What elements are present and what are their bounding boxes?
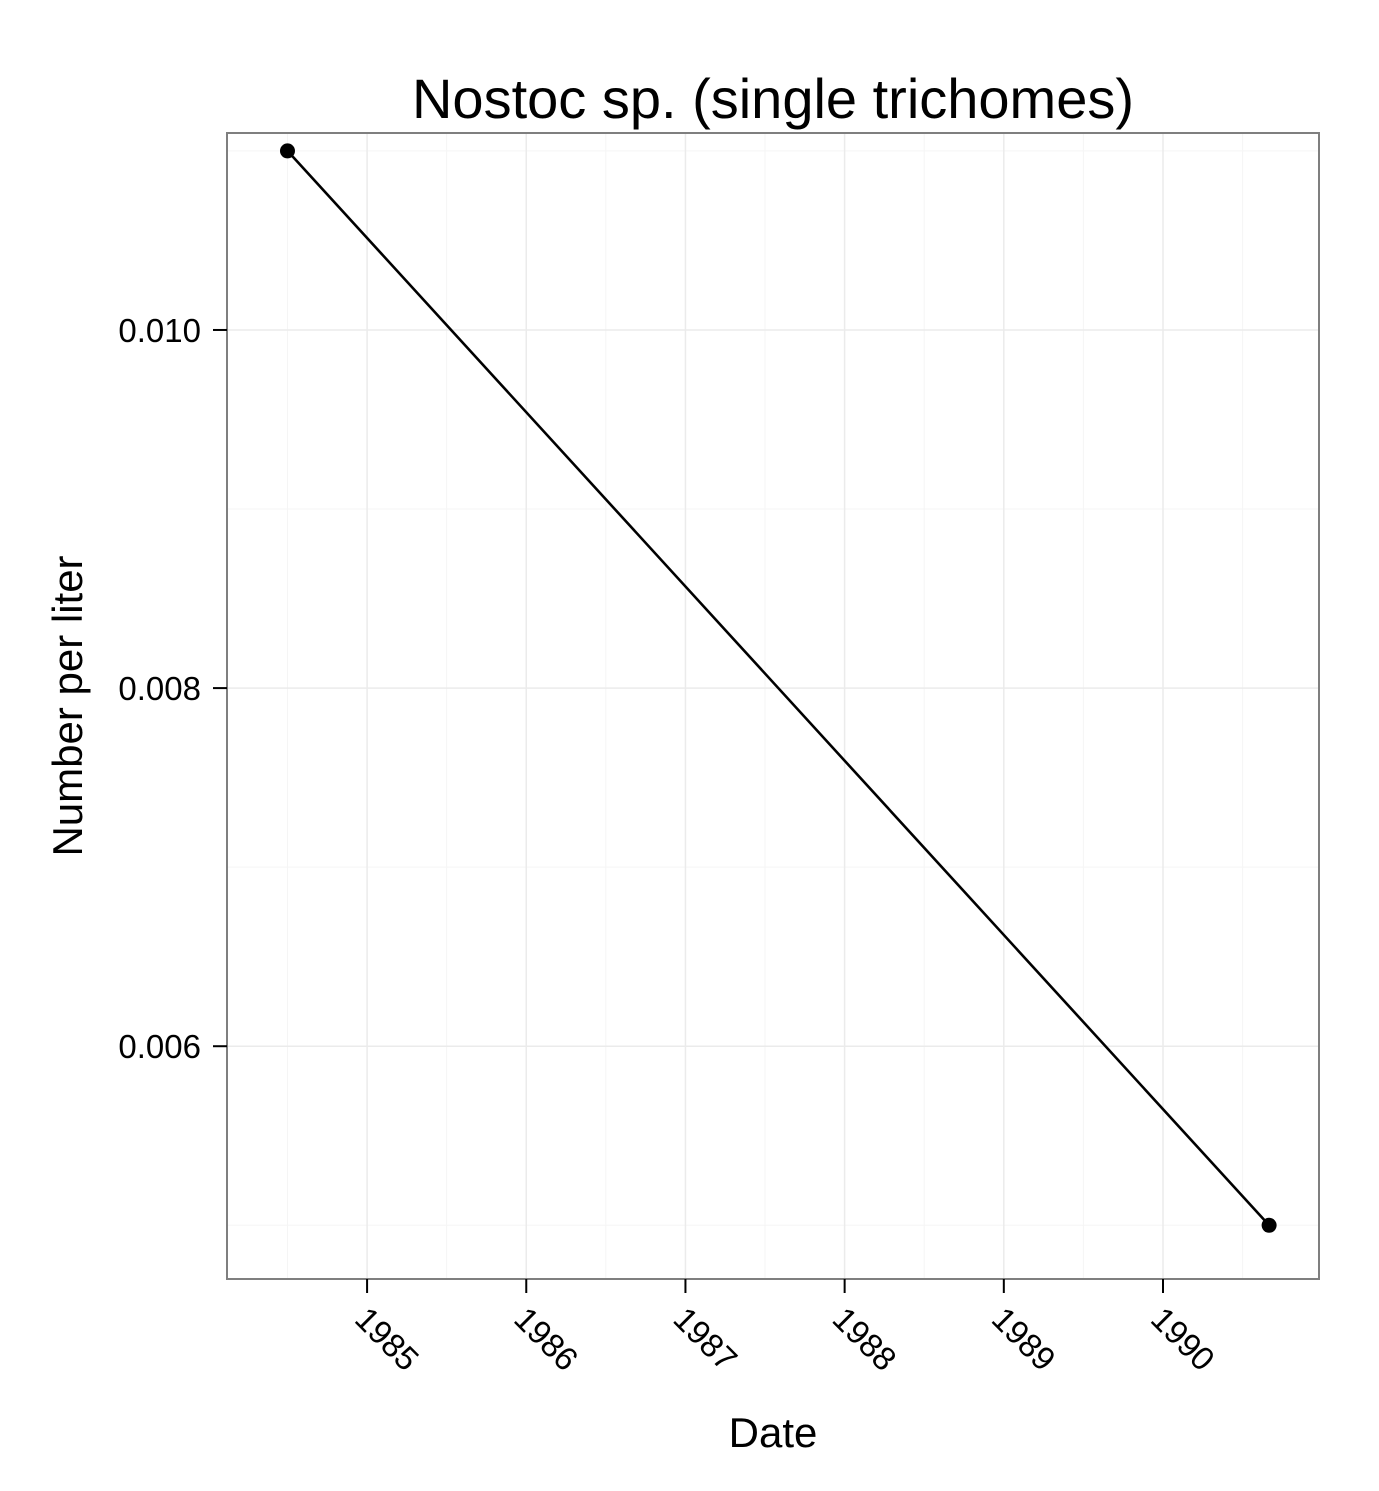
chart-title: Nostoc sp. (single trichomes) — [412, 67, 1134, 130]
series-layer — [279, 143, 1277, 1233]
y-tick-label: 0.010 — [118, 312, 201, 349]
data-point — [1261, 1217, 1277, 1233]
y-axis-title: Number per liter — [44, 555, 91, 856]
y-tick-label: 0.006 — [118, 1028, 201, 1065]
y-tick-label: 0.008 — [118, 670, 201, 707]
major-gridlines — [227, 133, 1319, 1279]
x-axis-title: Date — [729, 1409, 818, 1456]
y-axis: 0.006 0.008 0.010 — [118, 312, 227, 1065]
panel-border — [226, 132, 1320, 1280]
data-point — [279, 143, 295, 159]
series-line — [286, 150, 1271, 1227]
